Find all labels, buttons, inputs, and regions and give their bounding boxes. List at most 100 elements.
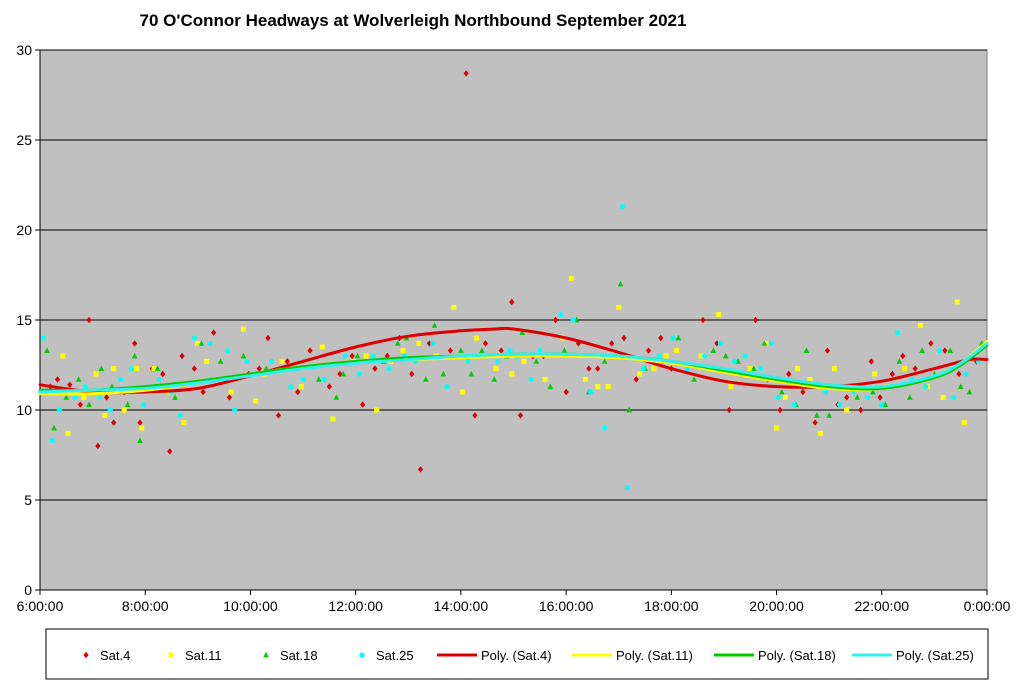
data-point bbox=[595, 384, 601, 390]
data-point bbox=[54, 376, 61, 383]
data-point bbox=[444, 384, 450, 390]
data-point bbox=[95, 442, 101, 450]
data-point bbox=[474, 335, 480, 341]
y-tick-label: 0 bbox=[24, 582, 32, 598]
data-point bbox=[118, 376, 124, 382]
data-point bbox=[172, 394, 178, 400]
data-point bbox=[651, 366, 657, 372]
chart-title: 70 O'Connor Headways at Wolverleigh Nort… bbox=[140, 11, 687, 30]
data-point bbox=[702, 353, 708, 359]
data-point bbox=[621, 334, 627, 342]
data-point bbox=[951, 394, 957, 400]
data-point bbox=[330, 416, 336, 422]
legend-item: Sat.18 bbox=[263, 648, 318, 663]
data-point bbox=[102, 412, 108, 418]
data-point bbox=[542, 376, 548, 382]
data-point bbox=[374, 407, 380, 413]
data-point bbox=[700, 316, 706, 324]
data-point bbox=[637, 371, 643, 377]
data-point bbox=[179, 352, 185, 360]
data-point bbox=[763, 340, 769, 346]
data-point bbox=[956, 370, 962, 378]
data-point bbox=[779, 388, 785, 395]
data-point bbox=[795, 366, 801, 372]
data-point bbox=[295, 388, 301, 396]
legend-marker bbox=[83, 651, 89, 659]
data-point bbox=[663, 353, 669, 359]
data-point bbox=[912, 365, 918, 372]
data-point bbox=[937, 348, 943, 354]
data-point bbox=[877, 394, 883, 401]
data-point bbox=[658, 334, 664, 342]
legend-box bbox=[45, 628, 989, 680]
data-point bbox=[240, 352, 247, 359]
data-point bbox=[226, 394, 232, 401]
data-point bbox=[232, 407, 238, 413]
data-point bbox=[812, 419, 818, 426]
data-point bbox=[460, 389, 466, 395]
data-point bbox=[742, 353, 748, 359]
y-tick-label: 25 bbox=[16, 132, 32, 148]
data-point bbox=[617, 280, 624, 287]
data-point bbox=[844, 394, 850, 401]
legend-label: Poly. (Sat.4) bbox=[481, 648, 552, 663]
data-point bbox=[451, 304, 457, 310]
data-point bbox=[674, 348, 680, 354]
legend-marker bbox=[168, 652, 174, 658]
data-point bbox=[93, 371, 99, 377]
data-point bbox=[917, 322, 923, 328]
data-point bbox=[870, 388, 876, 395]
data-point bbox=[957, 383, 964, 389]
data-point bbox=[319, 344, 325, 350]
data-point bbox=[498, 347, 504, 354]
data-point bbox=[495, 358, 501, 364]
x-tick-label: 8:00:00 bbox=[122, 598, 169, 614]
data-point bbox=[131, 352, 138, 359]
data-point bbox=[386, 366, 392, 372]
data-point bbox=[519, 329, 526, 335]
data-point bbox=[919, 347, 925, 353]
data-point bbox=[284, 358, 290, 365]
data-point bbox=[605, 384, 611, 390]
data-point bbox=[340, 370, 347, 377]
x-tick-label: 12:00:00 bbox=[328, 598, 383, 614]
plot-area: 0 5 10 15 20 25 30 6:00:00 8:00:00 10:00:00 12:00:… bbox=[16, 42, 1010, 614]
data-point bbox=[256, 365, 262, 372]
data-point bbox=[844, 407, 850, 413]
x-tick-label: 10:00:00 bbox=[223, 598, 278, 614]
legend-item: Poly. (Sat.4) bbox=[437, 648, 552, 663]
data-point bbox=[900, 352, 906, 360]
data-point bbox=[619, 204, 625, 210]
legend-marker bbox=[263, 651, 269, 658]
data-point bbox=[225, 348, 231, 354]
data-point bbox=[63, 394, 70, 400]
data-point bbox=[200, 388, 206, 396]
data-point bbox=[595, 365, 601, 372]
data-point bbox=[588, 389, 594, 395]
legend-label: Poly. (Sat.25) bbox=[896, 648, 974, 663]
data-point bbox=[782, 394, 788, 400]
data-point bbox=[56, 407, 62, 413]
data-point bbox=[430, 340, 436, 346]
data-point bbox=[698, 353, 704, 359]
x-tick-label: 16:00:00 bbox=[539, 598, 594, 614]
data-point bbox=[65, 430, 71, 436]
data-point bbox=[728, 384, 734, 390]
legend: Sat.4 Sat.11 Sat.18 Sat.25 Poly. (Sat.4) Poly… bbox=[45, 628, 989, 680]
data-point bbox=[691, 376, 697, 382]
data-point bbox=[758, 366, 764, 372]
data-point bbox=[814, 412, 820, 418]
data-point bbox=[509, 298, 515, 306]
data-point bbox=[288, 384, 294, 390]
x-tick-label: 0:00:00 bbox=[964, 598, 1011, 614]
data-point bbox=[98, 365, 105, 371]
data-point bbox=[307, 347, 313, 354]
data-point bbox=[440, 370, 447, 377]
data-point bbox=[817, 430, 823, 436]
data-point bbox=[947, 347, 953, 353]
data-point bbox=[961, 420, 967, 426]
data-point bbox=[879, 402, 885, 408]
legend-label: Sat.11 bbox=[185, 648, 222, 663]
data-point bbox=[517, 412, 524, 419]
